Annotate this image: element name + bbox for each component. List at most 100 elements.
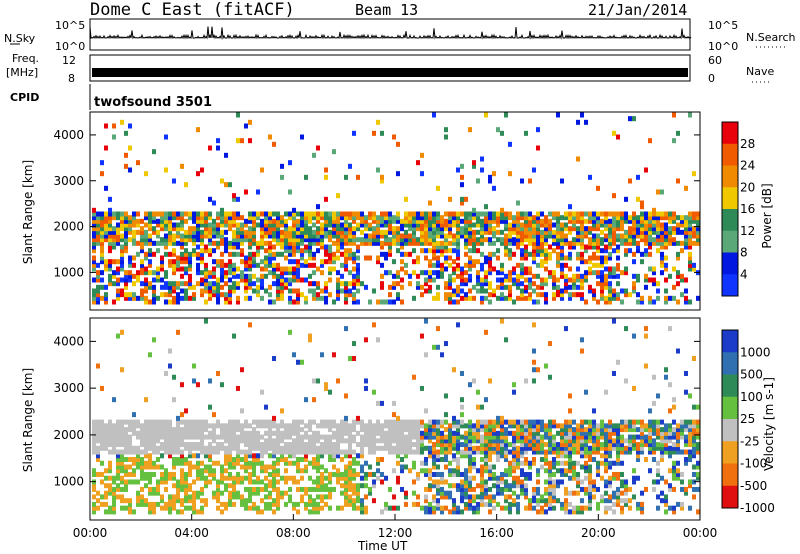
range-cell	[524, 445, 528, 451]
range-cell	[124, 215, 128, 221]
range-cell	[348, 445, 352, 451]
range-cell	[464, 479, 468, 485]
range-cell	[408, 442, 412, 448]
range-cell	[488, 378, 492, 384]
range-cell	[648, 408, 652, 414]
range-cell	[124, 211, 128, 217]
range-cell	[152, 295, 156, 301]
range-cell	[468, 273, 472, 279]
range-cell	[360, 442, 364, 448]
range-cell	[588, 237, 592, 243]
range-cell	[300, 427, 304, 433]
range-cell	[548, 233, 552, 239]
range-cell	[244, 449, 248, 455]
range-cell	[584, 299, 588, 305]
range-cell	[164, 419, 168, 425]
range-cell	[660, 262, 664, 268]
range-cell	[112, 229, 116, 235]
range-cell	[232, 442, 236, 448]
range-cell	[120, 442, 124, 448]
range-cell	[432, 240, 436, 246]
range-cell	[600, 240, 604, 246]
range-cell	[580, 255, 584, 261]
range-cell	[148, 240, 152, 246]
range-cell	[128, 434, 132, 440]
range-cell	[640, 449, 644, 455]
range-cell	[276, 222, 280, 228]
range-cell	[492, 229, 496, 235]
range-cell	[364, 255, 368, 261]
range-cell	[576, 251, 580, 257]
range-cell	[376, 299, 380, 305]
range-cell	[188, 423, 192, 429]
range-cell	[256, 284, 260, 290]
range-cell	[584, 430, 588, 436]
range-cell	[316, 501, 320, 507]
range-cell	[360, 218, 364, 224]
range-cell	[600, 259, 604, 265]
range-cell	[264, 255, 268, 261]
range-cell	[304, 295, 308, 301]
range-cell	[384, 505, 388, 511]
range-cell	[556, 288, 560, 294]
range-cell	[464, 237, 468, 243]
range-cell	[144, 430, 148, 436]
range-cell	[616, 449, 620, 455]
range-cell	[608, 226, 612, 232]
range-cell	[664, 237, 668, 243]
range-cell	[144, 423, 148, 429]
range-cell	[372, 218, 376, 224]
range-cell	[448, 460, 452, 466]
range-cell	[440, 226, 444, 232]
range-cell	[600, 430, 604, 436]
range-cell	[220, 270, 224, 276]
range-cell	[200, 248, 204, 254]
range-cell	[164, 449, 168, 455]
range-cell	[108, 211, 112, 217]
range-cell	[164, 468, 168, 474]
range-cell	[336, 453, 340, 459]
range-cell	[580, 434, 584, 440]
range-cell	[176, 430, 180, 436]
range-cell	[544, 299, 548, 305]
range-cell	[568, 266, 572, 272]
range-cell	[344, 498, 348, 504]
range-cell	[192, 284, 196, 290]
range-cell	[640, 430, 644, 436]
range-cell	[240, 498, 244, 504]
range-cell	[624, 486, 628, 492]
range-cell	[100, 277, 104, 283]
range-cell	[328, 471, 332, 477]
range-cell	[496, 211, 500, 217]
range-cell	[92, 419, 96, 425]
range-cell	[556, 468, 560, 474]
range-cell	[380, 299, 384, 305]
range-cell	[688, 240, 692, 246]
range-cell	[420, 419, 424, 425]
range-cell	[648, 218, 652, 224]
range-cell	[164, 222, 168, 228]
range-cell	[120, 505, 124, 511]
range-cell	[288, 215, 292, 221]
range-cell	[480, 434, 484, 440]
range-cell	[620, 442, 624, 448]
range-cell	[496, 277, 500, 283]
range-cell	[388, 211, 392, 217]
range-cell	[624, 229, 628, 235]
range-cell	[196, 464, 200, 470]
range-cell	[180, 430, 184, 436]
range-cell	[400, 423, 404, 429]
range-cell	[676, 178, 680, 184]
range-cell	[340, 222, 344, 228]
range-cell	[324, 438, 328, 444]
range-cell	[116, 453, 120, 459]
range-cell	[156, 222, 160, 228]
range-cell	[532, 490, 536, 496]
range-cell	[460, 174, 464, 180]
range-cell	[156, 464, 160, 470]
range-cell	[368, 490, 372, 496]
range-cell	[160, 475, 164, 481]
range-cell	[236, 266, 240, 272]
range-cell	[148, 501, 152, 507]
range-cell	[568, 277, 572, 283]
